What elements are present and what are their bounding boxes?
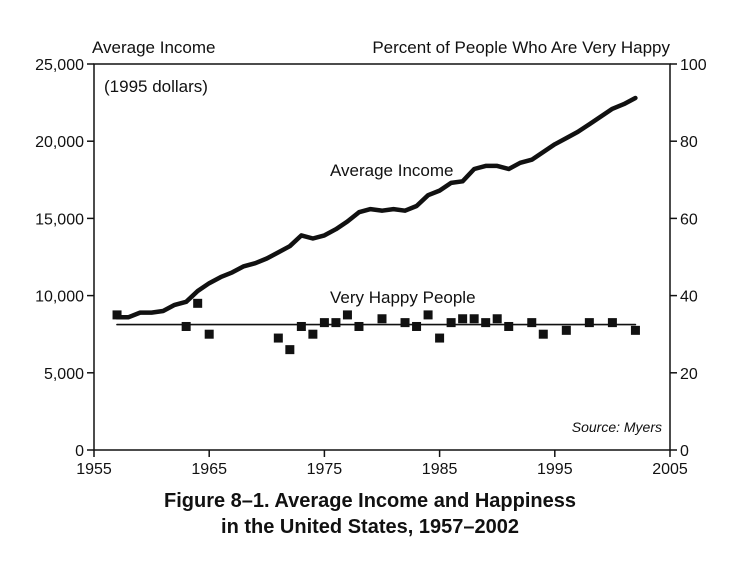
happy-point bbox=[181, 321, 191, 331]
happy-point bbox=[354, 321, 364, 331]
happy-point bbox=[412, 321, 422, 331]
caption-line-1: Figure 8–1. Average Income and Happiness bbox=[164, 490, 576, 512]
source-note: Source: Myers bbox=[572, 419, 662, 435]
series-layer bbox=[112, 95, 640, 355]
y-right-tick-label: 60 bbox=[680, 211, 698, 228]
happy-point bbox=[607, 318, 617, 328]
happy-point bbox=[527, 318, 537, 328]
y-right-axis: 0 20 40 60 80 100 bbox=[670, 57, 707, 460]
y-left-tick-label: 0 bbox=[75, 443, 84, 460]
happy-point bbox=[331, 318, 341, 328]
happy-point bbox=[112, 310, 122, 320]
happy-point bbox=[400, 318, 410, 328]
x-tick-label: 1975 bbox=[307, 461, 343, 478]
happy-point bbox=[204, 329, 214, 339]
y-left-axis-title: Average Income bbox=[92, 38, 215, 57]
happy-point bbox=[308, 329, 318, 339]
y-right-axis-title: Percent of People Who Are Very Happy bbox=[372, 38, 670, 57]
happy-series-label: Very Happy People bbox=[330, 288, 476, 307]
y-left-tick-label: 10,000 bbox=[35, 289, 84, 306]
happy-point bbox=[469, 314, 479, 324]
y-left-axis: 0 5,000 10,000 15,000 20,000 25,000 bbox=[35, 57, 94, 460]
caption-line-2: in the United States, 1957–2002 bbox=[221, 516, 519, 538]
figure-caption: Figure 8–1. Average Income and Happiness… bbox=[0, 488, 740, 540]
y-left-tick-label: 20,000 bbox=[35, 134, 84, 151]
y-right-tick-label: 0 bbox=[680, 443, 689, 460]
happy-point bbox=[504, 321, 514, 331]
happy-point bbox=[273, 333, 283, 343]
x-tick-label: 2005 bbox=[652, 461, 688, 478]
y-left-tick-label: 15,000 bbox=[35, 211, 84, 228]
happy-point bbox=[630, 325, 640, 335]
income-line bbox=[114, 95, 638, 320]
happy-point bbox=[193, 298, 203, 308]
happy-point bbox=[584, 318, 594, 328]
y-right-tick-label: 100 bbox=[680, 57, 707, 74]
happy-point bbox=[538, 329, 548, 339]
happy-point bbox=[296, 321, 306, 331]
y-right-tick-label: 20 bbox=[680, 366, 698, 383]
y-left-tick-label: 5,000 bbox=[44, 366, 84, 383]
y-right-tick-label: 40 bbox=[680, 289, 698, 306]
x-tick-label: 1955 bbox=[76, 461, 112, 478]
happy-point bbox=[423, 310, 433, 320]
y-left-axis-subtitle: (1995 dollars) bbox=[104, 77, 208, 96]
happy-point bbox=[319, 318, 329, 328]
income-series-label: Average Income bbox=[330, 161, 453, 180]
happy-point bbox=[458, 314, 468, 324]
happy-point bbox=[446, 318, 456, 328]
happy-point bbox=[377, 314, 387, 324]
happy-point bbox=[342, 310, 352, 320]
happy-point bbox=[285, 345, 295, 355]
x-tick-label: 1985 bbox=[422, 461, 458, 478]
happy-point bbox=[481, 318, 491, 328]
happy-point bbox=[492, 314, 502, 324]
plot-frame bbox=[93, 63, 671, 451]
y-right-tick-label: 80 bbox=[680, 134, 698, 151]
x-tick-label: 1995 bbox=[537, 461, 573, 478]
x-tick-label: 1965 bbox=[191, 461, 227, 478]
x-axis: 1955 1965 1975 1985 1995 2005 bbox=[76, 450, 688, 478]
happy-point bbox=[435, 333, 445, 343]
y-left-tick-label: 25,000 bbox=[35, 57, 84, 74]
chart: Average Income (1995 dollars) Percent of… bbox=[35, 38, 707, 478]
happy-point bbox=[561, 325, 571, 335]
